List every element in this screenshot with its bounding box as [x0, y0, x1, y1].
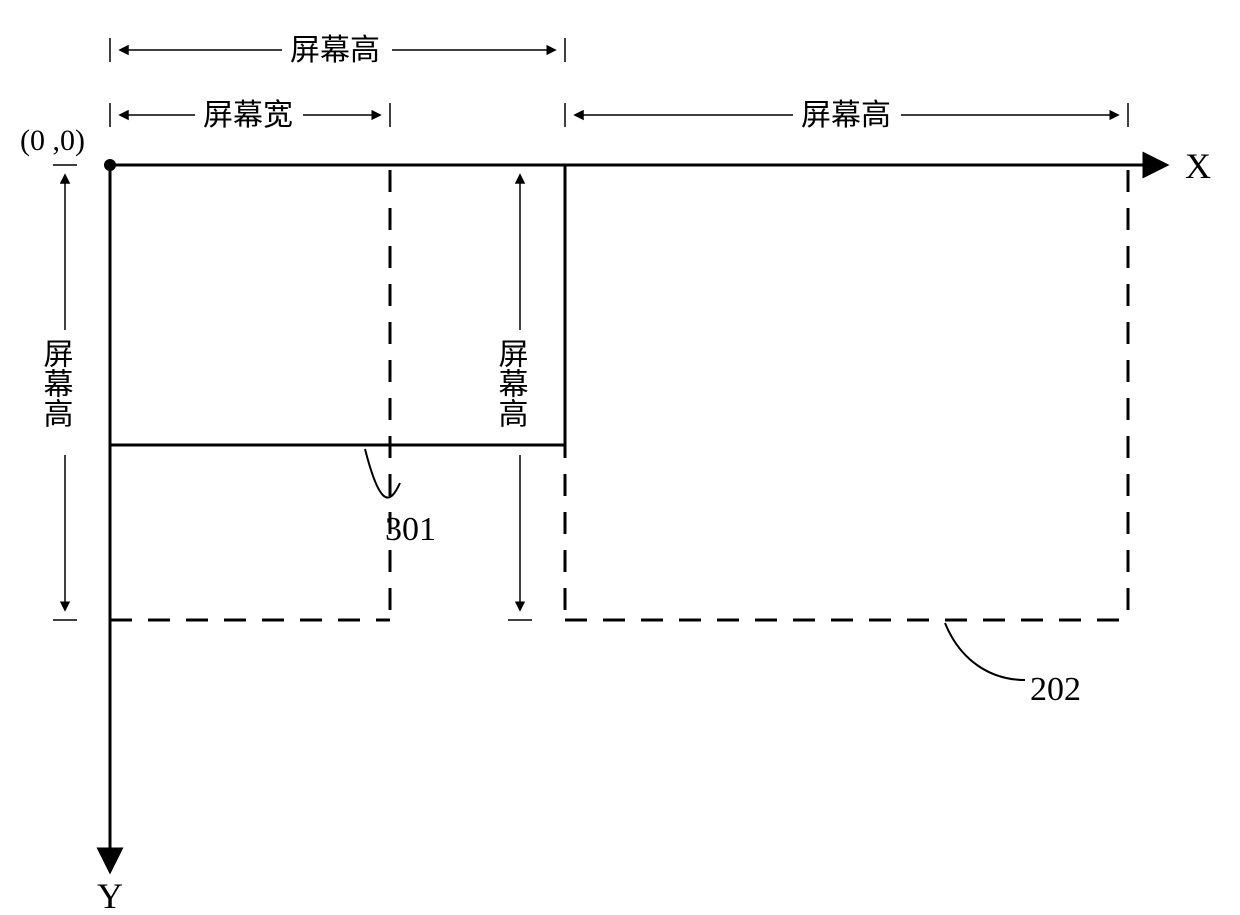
dim-top-left-label: 屏幕宽 — [203, 99, 293, 132]
x-axis-label: X — [1185, 146, 1211, 186]
dim-top-outer-label: 屏幕高 — [290, 34, 380, 67]
origin-label: (0 ,0) — [20, 124, 85, 157]
callout-301-label: 301 — [385, 511, 436, 548]
dashed-rect-b — [565, 170, 1128, 620]
diagram-svg: X Y (0 ,0) 屏幕高 屏幕宽 屏幕高 — [0, 0, 1240, 915]
dim-mid-vert-label: 屏幕高 — [494, 338, 529, 428]
dim-top-right-label: 屏幕高 — [801, 99, 891, 132]
callout-202-label: 202 — [1030, 671, 1081, 708]
callout-301-leader — [365, 449, 400, 498]
dim-left-vert-label: 屏幕高 — [39, 338, 74, 428]
dashed-rect-a — [110, 170, 390, 620]
origin-dot — [104, 159, 116, 171]
y-axis-label: Y — [97, 876, 123, 915]
callout-202-leader — [945, 623, 1025, 680]
